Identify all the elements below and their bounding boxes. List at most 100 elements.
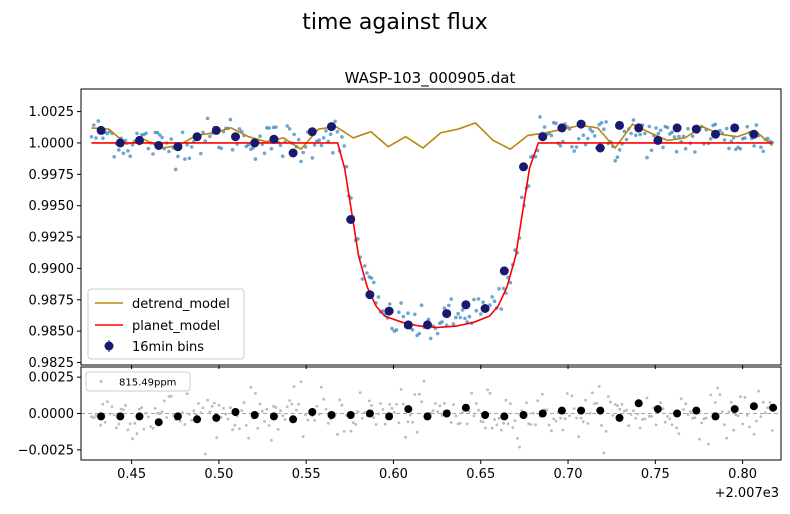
residual-point xyxy=(718,393,722,396)
residual-point xyxy=(388,402,392,406)
data-point xyxy=(258,134,262,138)
residual-point xyxy=(140,406,144,410)
residual-point xyxy=(579,416,583,420)
binned-residual-point xyxy=(212,413,221,422)
binned-residual-point xyxy=(423,412,432,421)
data-point xyxy=(151,152,155,156)
residual-point xyxy=(613,403,617,406)
residual-point xyxy=(169,394,173,398)
x-axis-offset-label: +2.007e3 xyxy=(715,486,779,501)
residual-point xyxy=(659,401,663,404)
residual-point xyxy=(443,402,446,405)
residual-point xyxy=(470,391,474,395)
residual-point xyxy=(495,423,499,427)
data-point xyxy=(189,145,194,149)
data-point xyxy=(451,322,456,326)
residual-point xyxy=(618,407,622,411)
residual-point xyxy=(559,416,562,420)
residual-point xyxy=(411,420,414,424)
data-point xyxy=(230,147,235,152)
data-point xyxy=(558,143,563,148)
bin-point xyxy=(557,123,567,133)
data-point xyxy=(501,286,506,291)
residual-point xyxy=(597,385,601,388)
binned-residual-point xyxy=(634,399,643,408)
data-point xyxy=(183,157,187,161)
residual-point xyxy=(137,407,141,411)
binned-residual-point xyxy=(346,411,355,419)
bin-point xyxy=(538,132,548,142)
data-point xyxy=(278,143,283,147)
data-point xyxy=(394,328,399,332)
residual-point xyxy=(761,400,765,404)
data-point xyxy=(344,164,349,169)
binned-residual-point xyxy=(135,412,144,421)
residual-point xyxy=(351,421,355,425)
residual-point xyxy=(119,407,123,411)
data-point xyxy=(426,317,431,322)
data-point xyxy=(228,117,233,122)
binned-residual-point xyxy=(289,415,298,424)
top-y-tick-label: 0.9875 xyxy=(29,293,75,308)
residual-point xyxy=(625,408,628,412)
binned-residual-point xyxy=(481,411,490,419)
residual-point xyxy=(748,425,751,429)
data-point xyxy=(356,237,360,241)
residual-point xyxy=(135,432,139,436)
data-point xyxy=(267,126,271,130)
residual-point xyxy=(465,422,469,426)
residual-point xyxy=(602,451,606,455)
data-point xyxy=(624,137,629,142)
data-point xyxy=(713,122,718,127)
bottom-legend: 815.49ppm xyxy=(85,371,191,392)
residual-point xyxy=(338,398,342,402)
residual-point xyxy=(686,413,690,416)
data-point xyxy=(112,155,116,159)
residual-point xyxy=(679,397,683,401)
residual-point xyxy=(244,424,248,427)
bin-point xyxy=(154,141,164,150)
top-y-tick-label: 0.9825 xyxy=(29,356,75,371)
residual-point xyxy=(247,436,251,440)
data-point xyxy=(365,271,369,275)
residual-point xyxy=(622,409,626,413)
data-point xyxy=(476,297,481,301)
residual-point xyxy=(144,411,148,415)
bin-point xyxy=(365,290,375,300)
data-point xyxy=(376,295,381,299)
data-point xyxy=(442,306,447,311)
residual-point xyxy=(94,414,98,417)
residual-point xyxy=(279,409,282,412)
residual-point xyxy=(399,387,403,391)
data-point xyxy=(738,147,743,151)
data-point xyxy=(219,146,224,151)
residual-point xyxy=(616,404,619,407)
bin-point xyxy=(269,134,279,144)
data-point xyxy=(722,138,727,142)
data-point xyxy=(369,276,374,280)
binned-residual-point xyxy=(769,403,778,412)
residual-point xyxy=(634,417,638,420)
residual-point xyxy=(395,402,398,406)
data-point xyxy=(401,314,406,319)
bin-point xyxy=(115,138,125,148)
residual-point xyxy=(739,395,742,399)
residual-point xyxy=(586,422,590,425)
top-y-tick-label: 0.9975 xyxy=(29,168,75,183)
data-point xyxy=(458,315,463,320)
residual-point xyxy=(682,408,685,411)
residual-point xyxy=(768,401,772,404)
top-y-tick-label: 1.0025 xyxy=(29,105,75,120)
data-point xyxy=(574,145,579,149)
bottom-plot-area xyxy=(81,379,781,456)
bin-point xyxy=(384,306,394,316)
residual-point xyxy=(372,416,376,420)
data-point xyxy=(237,127,242,131)
residual-point xyxy=(454,414,458,418)
data-point xyxy=(488,303,492,307)
residual-point xyxy=(493,418,496,421)
residual-point xyxy=(274,406,278,409)
binned-residual-point xyxy=(461,403,470,412)
data-point xyxy=(467,314,472,319)
